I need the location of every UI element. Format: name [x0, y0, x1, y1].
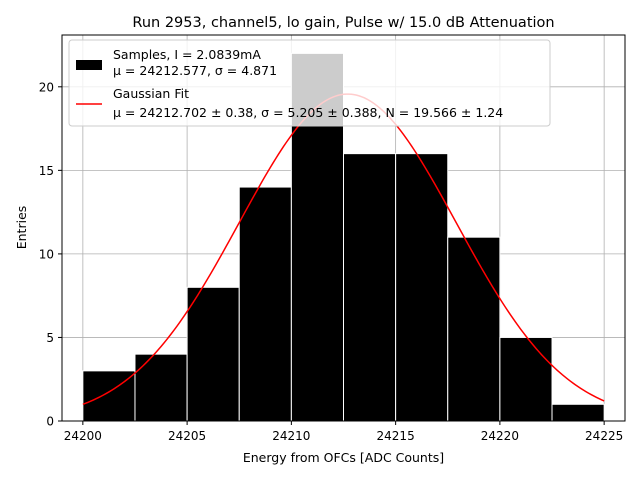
- axes: [61, 34, 626, 422]
- y-tick-label: 10: [39, 247, 54, 261]
- x-tick-label: 24220: [481, 429, 519, 443]
- x-tick-label: 24205: [168, 429, 206, 443]
- histogram-bar: [551, 403, 605, 422]
- histogram-bar: [499, 336, 553, 422]
- histogram-bar: [82, 370, 136, 422]
- x-tick-label: 24200: [64, 429, 102, 443]
- histogram-bar: [343, 153, 397, 422]
- tick-marks: 24200 24205 24210 24215 24220 24225 0 5 10 15 20: [39, 80, 624, 443]
- y-axis-label: Entries: [14, 206, 29, 250]
- x-axis-label: Energy from OFCs [ADC Counts]: [243, 450, 444, 465]
- legend-frame: [68, 39, 551, 127]
- y-tick-label: 15: [39, 164, 54, 178]
- chart-title: Run 2953, channel5, lo gain, Pulse w/ 15…: [132, 15, 554, 31]
- legend-samples-stats: μ = 24212.577, σ = 4.871: [113, 63, 277, 78]
- histogram-bar: [395, 153, 449, 422]
- x-tick-label: 24215: [377, 429, 415, 443]
- legend-samples-patch: [76, 60, 102, 70]
- y-tick-label: 5: [46, 331, 54, 345]
- histogram-bar: [186, 286, 240, 422]
- histogram-bar: [447, 236, 501, 422]
- histogram-bar: [134, 353, 188, 422]
- histogram-bar: [238, 186, 292, 422]
- legend-fit-stats: μ = 24212.702 ± 0.38, σ = 5.205 ± 0.388,…: [113, 105, 503, 120]
- legend-fit-label: Gaussian Fit: [113, 86, 189, 101]
- x-tick-label: 24225: [585, 429, 623, 443]
- plot-frame: [61, 34, 626, 422]
- legend-samples-label: Samples, I = 2.0839mA: [113, 47, 261, 62]
- x-tick-label: 24210: [272, 429, 310, 443]
- y-tick-label: 20: [39, 80, 54, 94]
- legend: Samples, I = 2.0839mA μ = 24212.577, σ =…: [68, 39, 551, 127]
- y-tick-label: 0: [46, 415, 54, 429]
